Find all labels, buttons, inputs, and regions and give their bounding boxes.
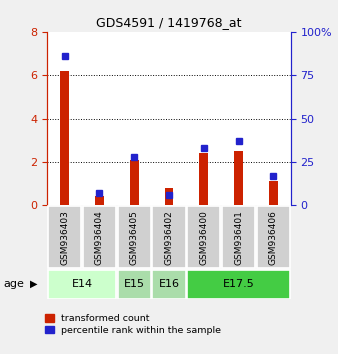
Text: GSM936400: GSM936400: [199, 210, 208, 265]
Bar: [61, 71, 69, 205]
Text: GSM936404: GSM936404: [95, 210, 104, 264]
Text: E17.5: E17.5: [223, 279, 255, 289]
Bar: [199, 153, 208, 205]
Text: GSM936405: GSM936405: [130, 210, 139, 265]
Text: GSM936402: GSM936402: [165, 210, 173, 264]
Bar: [48, 270, 116, 298]
Text: E15: E15: [124, 279, 145, 289]
Text: GSM936406: GSM936406: [269, 210, 278, 265]
Text: GSM936403: GSM936403: [60, 210, 69, 265]
Bar: [165, 188, 173, 205]
Bar: [152, 206, 186, 268]
Bar: [187, 270, 290, 298]
Bar: [118, 206, 151, 268]
Bar: [234, 151, 243, 205]
Title: GDS4591 / 1419768_at: GDS4591 / 1419768_at: [96, 16, 242, 29]
Bar: [257, 206, 290, 268]
Legend: transformed count, percentile rank within the sample: transformed count, percentile rank withi…: [45, 314, 221, 335]
Bar: [152, 270, 186, 298]
Text: age: age: [3, 279, 24, 289]
Bar: [95, 195, 104, 205]
Text: E16: E16: [159, 279, 179, 289]
Bar: [83, 206, 116, 268]
Bar: [222, 206, 255, 268]
Text: ▶: ▶: [30, 279, 38, 289]
Bar: [187, 206, 220, 268]
Text: GSM936401: GSM936401: [234, 210, 243, 265]
Bar: [130, 160, 139, 205]
Bar: [48, 206, 81, 268]
Bar: [269, 182, 277, 205]
Text: E14: E14: [72, 279, 93, 289]
Bar: [118, 270, 151, 298]
